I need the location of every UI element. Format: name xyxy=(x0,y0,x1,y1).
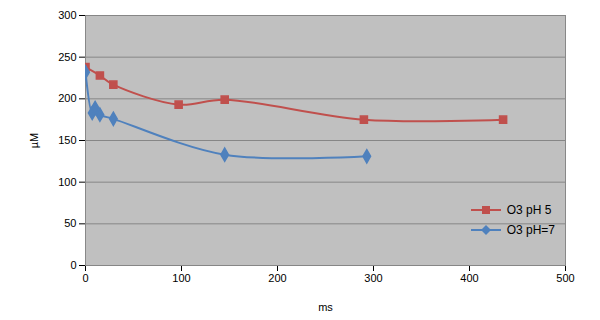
svg-text:500: 500 xyxy=(556,272,574,284)
svg-text:100: 100 xyxy=(172,272,190,284)
svg-text:200: 200 xyxy=(58,92,76,104)
svg-text:300: 300 xyxy=(58,9,76,21)
svg-text:250: 250 xyxy=(58,51,76,63)
svg-text:200: 200 xyxy=(268,272,286,284)
svg-text:0: 0 xyxy=(70,259,76,271)
html-text:O3 pH=7: O3 pH=7 xyxy=(506,223,555,237)
svg-text:300: 300 xyxy=(364,272,382,284)
svg-text:µM: µM xyxy=(28,133,40,149)
svg-text:50: 50 xyxy=(64,217,76,229)
svg-text:100: 100 xyxy=(58,176,76,188)
svg-text:ms: ms xyxy=(318,301,333,313)
svg-text:0: 0 xyxy=(82,272,88,284)
html-text:O3 pH 5: O3 pH 5 xyxy=(506,203,552,217)
svg-text:150: 150 xyxy=(58,134,76,146)
svg-text:400: 400 xyxy=(460,272,478,284)
